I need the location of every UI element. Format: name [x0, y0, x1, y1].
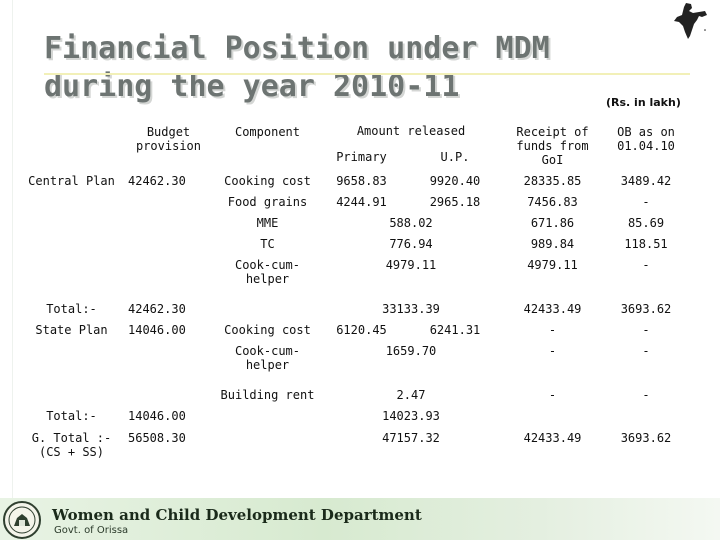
ob-cell: -	[600, 254, 692, 299]
india-map-icon	[674, 3, 707, 39]
table-row: Cook-cum-helper 1659.70 - -	[24, 340, 692, 385]
table-row: Total:- 14046.00 14023.93	[23, 405, 692, 427]
receipt-cell: -	[504, 319, 601, 341]
slide-guide-line	[12, 0, 13, 510]
total-budget: 42462.30	[119, 298, 218, 320]
total-label: Total:-	[23, 405, 120, 427]
table-row: State Plan 14046.00 Cooking cost 6120.45…	[23, 319, 692, 406]
ob-cell: 85.69	[600, 212, 692, 234]
table-row: Central Plan 42462.30 Cooking cost 9658.…	[23, 170, 692, 299]
government-seal-icon	[3, 501, 41, 539]
receipt-cell: 989.84	[504, 233, 601, 255]
total-label: Total:-	[23, 298, 120, 320]
state-budget: 14046.00	[119, 319, 218, 406]
header-up: U.P.	[405, 143, 505, 171]
receipt-cell: 28335.85	[504, 170, 601, 192]
table-row: TC 776.94 989.84 118.51	[24, 233, 692, 255]
department-name: Women and Child Development Department	[52, 506, 422, 524]
component-cell: Cook-cum-helper	[217, 340, 318, 385]
government-name: Govt. of Orissa	[54, 525, 129, 536]
amount-cell: 4979.11	[317, 254, 505, 299]
header-component: Component	[217, 118, 318, 171]
header-receipt: Receipt of funds from GoI	[504, 118, 601, 171]
ob-cell: 3693.62	[600, 298, 692, 320]
table-row: Food grains 4244.91 2965.18 7456.83 -	[24, 191, 692, 213]
up-cell: 6241.31	[405, 319, 505, 341]
component-cell: MME	[217, 212, 318, 234]
units-note: (Rs. in lakh)	[606, 96, 681, 109]
primary-cell: 6120.45	[317, 319, 406, 341]
receipt-cell: -	[504, 384, 601, 406]
central-budget: 42462.30	[119, 170, 218, 299]
component-cell: Cooking cost	[217, 170, 318, 192]
state-plan-label: State Plan	[23, 319, 120, 406]
slide-title: Financial Position under MDM during the …	[44, 30, 550, 106]
component-cell: Building rent	[217, 384, 318, 406]
receipt-cell: 4979.11	[504, 254, 601, 299]
component-cell: Cooking cost	[217, 319, 318, 341]
grand-total-budget: 56508.30	[119, 426, 218, 472]
ob-cell: -	[600, 384, 692, 406]
up-cell: 2965.18	[405, 191, 505, 213]
component-cell: Cook-cum-helper	[217, 254, 318, 299]
title-underline	[44, 73, 690, 75]
amount-cell: 1659.70	[317, 340, 505, 385]
receipt-cell: 7456.83	[504, 191, 601, 213]
header-ob: OB as on 01.04.10	[600, 118, 692, 171]
amount-cell: 2.47	[317, 384, 505, 406]
up-cell: 9920.40	[405, 170, 505, 192]
table-subheader-row: Primary U.P.	[24, 143, 692, 171]
ob-cell: -	[600, 319, 692, 341]
central-plan-label: Central Plan	[23, 170, 120, 299]
ob-cell: -	[600, 340, 692, 385]
receipt-cell: 42433.49	[504, 426, 601, 472]
component-cell: Food grains	[217, 191, 318, 213]
ob-cell: 3489.42	[600, 170, 692, 192]
table-header-row: Budget provision Component Amount releas…	[23, 118, 692, 171]
amount-cell: 776.94	[317, 233, 505, 255]
footer-banner: Women and Child Development Department G…	[0, 498, 720, 540]
title-line-1: Financial Position under MDM	[44, 31, 550, 66]
header-primary: Primary	[317, 143, 406, 171]
financial-position-table: Budget provision Component Amount releas…	[23, 118, 692, 472]
amount-cell: 47157.32	[317, 426, 505, 472]
receipt-cell: 671.86	[504, 212, 601, 234]
amount-cell: 33133.39	[317, 298, 505, 320]
amount-cell: 588.02	[317, 212, 505, 234]
receipt-cell: -	[504, 340, 601, 385]
grand-total-label: G. Total :- (CS + SS)	[23, 426, 120, 472]
ob-cell: 3693.62	[600, 426, 692, 472]
receipt-cell: 42433.49	[504, 298, 601, 320]
ob-cell: -	[600, 191, 692, 213]
total-budget: 14046.00	[119, 405, 218, 427]
header-budget: Budget provision	[119, 118, 218, 171]
ob-cell: 118.51	[600, 233, 692, 255]
header-amount-released: Amount released	[317, 118, 505, 144]
amount-cell: 14023.93	[317, 405, 505, 427]
primary-cell: 4244.91	[317, 191, 406, 213]
table-row: G. Total :- (CS + SS) 56508.30 47157.32 …	[23, 426, 692, 472]
primary-cell: 9658.83	[317, 170, 406, 192]
component-cell: TC	[217, 233, 318, 255]
table-row: Total:- 42462.30 33133.39 42433.49 3693.…	[23, 298, 692, 320]
